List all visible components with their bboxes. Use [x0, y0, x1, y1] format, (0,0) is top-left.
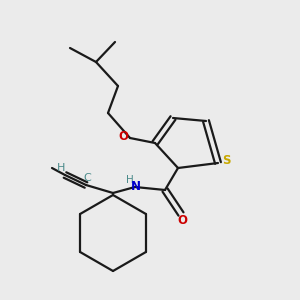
Text: N: N [131, 181, 141, 194]
Text: O: O [177, 214, 187, 227]
Text: C: C [83, 173, 91, 183]
Text: S: S [222, 154, 230, 167]
Text: H: H [57, 163, 65, 173]
Text: H: H [126, 175, 134, 185]
Text: O: O [118, 130, 128, 142]
